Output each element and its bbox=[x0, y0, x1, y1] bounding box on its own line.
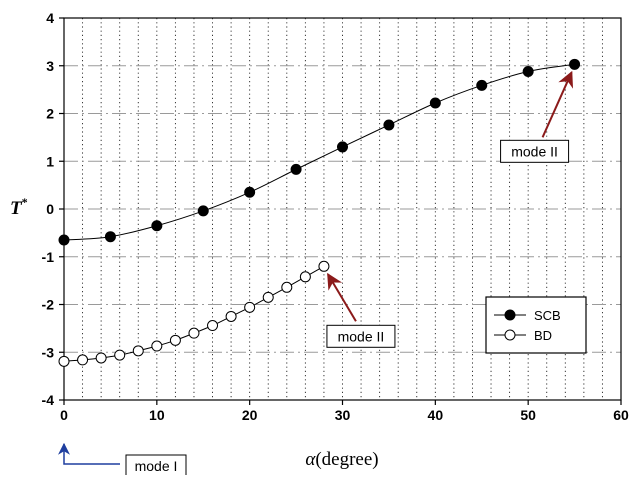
legend-marker-scb bbox=[504, 309, 516, 321]
series bbox=[58, 58, 581, 367]
y-axis-label-main: T bbox=[10, 198, 23, 219]
point-bd bbox=[132, 345, 144, 357]
point-scb bbox=[197, 205, 209, 217]
mode-ii-scb-arrow bbox=[541, 70, 574, 138]
point-bd bbox=[262, 291, 274, 303]
series-line-scb bbox=[63, 63, 575, 241]
legend-marker-bd bbox=[504, 329, 516, 341]
point-scb bbox=[244, 186, 256, 198]
y-tick-label: 0 bbox=[46, 201, 54, 217]
y-axis-label-sup: * bbox=[22, 195, 28, 209]
mode-ii-scb-label: mode II bbox=[500, 139, 570, 163]
point-scb bbox=[522, 65, 534, 77]
point-scb bbox=[104, 231, 116, 243]
x-tick-label: 40 bbox=[428, 407, 444, 423]
point-bd bbox=[151, 340, 163, 352]
point-bd bbox=[188, 327, 200, 339]
mode-ii-bd-arrow bbox=[327, 272, 357, 322]
y-tick-label: -4 bbox=[42, 392, 55, 408]
point-scb bbox=[429, 97, 441, 109]
legend-box bbox=[485, 296, 587, 354]
point-scb bbox=[337, 141, 348, 153]
x-tick-label: 50 bbox=[520, 407, 536, 423]
y-axis-label: T* bbox=[10, 195, 28, 219]
y-tick-label: 4 bbox=[46, 10, 54, 26]
point-bd bbox=[114, 349, 126, 361]
y-tick-label: 2 bbox=[46, 106, 54, 122]
point-scb bbox=[151, 220, 163, 232]
point-scb bbox=[58, 234, 70, 246]
point-bd bbox=[244, 301, 256, 313]
y-tick-label: -3 bbox=[42, 344, 55, 360]
mode-ii-bd-label: mode II bbox=[326, 324, 396, 348]
annotations: mode II mode II mode I bbox=[58, 70, 574, 478]
x-axis-label: α(degree) bbox=[305, 449, 378, 470]
point-bd bbox=[281, 281, 293, 293]
y-tick-label: 1 bbox=[46, 153, 54, 169]
mode-ii-bd-text: mode II bbox=[338, 328, 385, 344]
legend-label-scb: SCB bbox=[534, 308, 561, 323]
point-bd bbox=[318, 260, 330, 272]
mode-ii-scb-text: mode II bbox=[511, 143, 558, 159]
x-tick-label: 0 bbox=[60, 407, 68, 423]
series-scb bbox=[58, 58, 581, 246]
mode-i-label: mode I bbox=[125, 454, 187, 478]
series-line-bd bbox=[63, 265, 325, 362]
x-axis-label-symbol: α bbox=[305, 449, 316, 470]
axis-ticks: 0 10 20 30 40 50 60 -4 -3 -2 -1 0 1 2 3 4 bbox=[42, 10, 629, 423]
point-bd bbox=[207, 320, 219, 332]
point-bd bbox=[77, 354, 89, 366]
point-scb bbox=[290, 163, 302, 175]
x-tick-label: 20 bbox=[242, 407, 258, 423]
point-scb bbox=[476, 79, 488, 91]
y-tick-label: -2 bbox=[42, 297, 55, 313]
x-tick-label: 60 bbox=[613, 407, 629, 423]
series-bd bbox=[58, 260, 330, 367]
point-bd bbox=[169, 334, 181, 346]
x-tick-label: 10 bbox=[149, 407, 165, 423]
point-scb bbox=[383, 119, 395, 131]
x-axis-label-unit: (degree) bbox=[315, 449, 378, 470]
x-tick-label: 30 bbox=[335, 407, 351, 423]
legend-label-bd: BD bbox=[534, 328, 552, 343]
mode-ii-scb-box bbox=[500, 139, 570, 163]
y-tick-label: 3 bbox=[46, 58, 54, 74]
point-scb bbox=[569, 58, 581, 70]
point-bd bbox=[95, 352, 107, 364]
point-bd bbox=[225, 310, 237, 322]
point-bd bbox=[299, 271, 311, 283]
legend: SCB BD bbox=[485, 296, 587, 354]
mode-ii-bd-box bbox=[326, 324, 396, 348]
mode-i-text: mode I bbox=[135, 458, 178, 474]
y-tick-label: -1 bbox=[42, 249, 55, 265]
mode-i-arrow bbox=[58, 442, 120, 465]
point-bd bbox=[58, 355, 70, 367]
